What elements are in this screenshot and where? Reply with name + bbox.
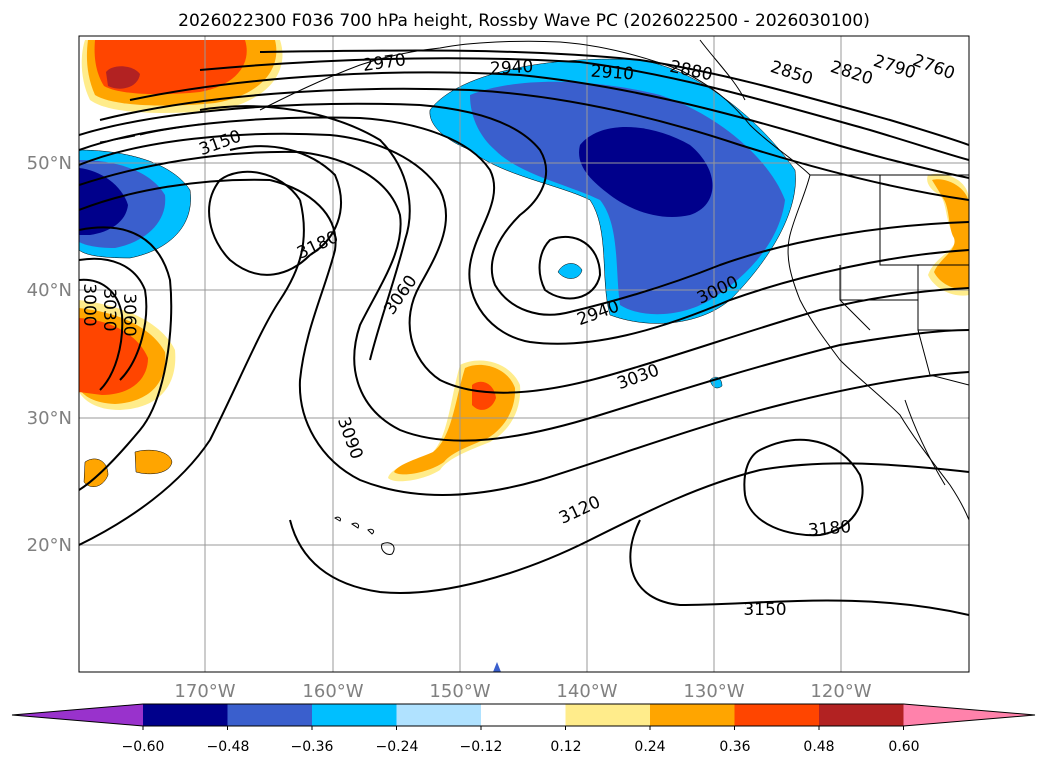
lat-label: 50°N bbox=[27, 153, 72, 174]
colorbar-segment bbox=[143, 704, 228, 726]
lon-label: 140°W bbox=[556, 681, 617, 702]
lat-label: 30°N bbox=[27, 408, 72, 429]
colorbar-segment bbox=[396, 704, 482, 726]
contour-label: 3180 bbox=[807, 517, 852, 541]
colorbar-tick-label: 0.36 bbox=[719, 739, 750, 755]
colorbar-tick-label: 0.60 bbox=[888, 739, 919, 755]
colorbar-tick-label: 0.12 bbox=[550, 739, 581, 755]
lon-label: 150°W bbox=[429, 681, 490, 702]
colorbar-segment bbox=[565, 704, 651, 726]
colorbar-tick-label: 0.48 bbox=[803, 739, 834, 755]
colorbar-tick-label: −0.36 bbox=[291, 739, 334, 755]
colorbar-tick-label: 0.24 bbox=[634, 739, 665, 755]
lat-labels: 50°N 40°N 30°N 20°N bbox=[27, 153, 72, 556]
colorbar-tick-label: −0.60 bbox=[122, 739, 165, 755]
contour-label: 3150 bbox=[743, 600, 786, 620]
height-contours bbox=[79, 49, 969, 616]
map-panel: 2970 2940 2910 2880 2850 2820 2790 2760 … bbox=[79, 36, 969, 672]
colorbar-tick-label: −0.48 bbox=[207, 739, 250, 755]
contour-label: 3030 bbox=[99, 288, 119, 331]
colorbar-tick-label: −0.24 bbox=[376, 739, 419, 755]
map-title: 2026022300 F036 700 hPa height, Rossby W… bbox=[178, 11, 870, 31]
lon-label: 120°W bbox=[810, 681, 871, 702]
coastlines bbox=[99, 39, 969, 555]
map-frame bbox=[78, 35, 970, 673]
colorbar-segment bbox=[481, 704, 566, 726]
lon-label: 160°W bbox=[302, 681, 363, 702]
colorbar-tick-labels: −0.60 −0.48 −0.36 −0.24 −0.12 0.12 0.24 … bbox=[122, 739, 920, 755]
lat-label: 40°N bbox=[27, 280, 72, 301]
lon-label: 130°W bbox=[683, 681, 744, 702]
colorbar-extend-high bbox=[903, 704, 1035, 726]
contour-label: 2910 bbox=[590, 62, 635, 85]
negative-anomaly-shading bbox=[79, 58, 796, 672]
contour-label: 2940 bbox=[490, 57, 534, 79]
lon-label: 170°W bbox=[174, 681, 235, 702]
colorbar-tick-label: −0.12 bbox=[460, 739, 503, 755]
colorbar bbox=[11, 703, 1036, 730]
colorbar-extend-low bbox=[12, 704, 143, 726]
colorbar-segment bbox=[734, 704, 820, 726]
colorbar-segment bbox=[819, 704, 904, 726]
graticule bbox=[79, 36, 969, 672]
lat-label: 20°N bbox=[27, 535, 72, 556]
contour-label: 3000 bbox=[79, 283, 99, 326]
colorbar-segment bbox=[650, 704, 735, 726]
colorbar-segment bbox=[227, 704, 313, 726]
lon-labels: 170°W 160°W 150°W 140°W 130°W 120°W bbox=[174, 681, 871, 702]
colorbar-segment bbox=[312, 704, 397, 726]
contour-label: 3060 bbox=[119, 293, 139, 336]
